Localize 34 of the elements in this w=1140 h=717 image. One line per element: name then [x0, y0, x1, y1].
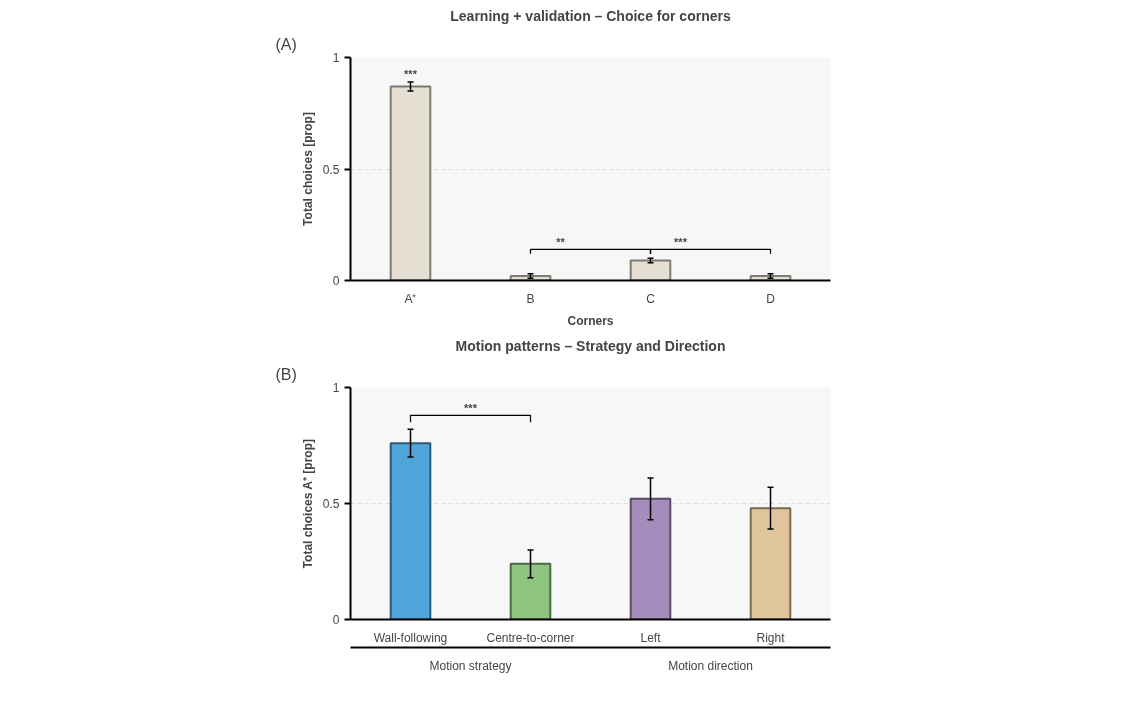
- x-tick-label: Left: [640, 630, 662, 645]
- bar: [749, 507, 792, 620]
- y-tick-label: 0.5: [322, 497, 340, 511]
- x-tick-label: Wall-following: [373, 630, 448, 645]
- bar: [629, 259, 672, 281]
- y-tick-label: 1: [332, 51, 340, 65]
- bar: [629, 497, 672, 620]
- bar: [749, 275, 792, 281]
- y-axis-title: Total choices A⁺ [prop]: [300, 439, 315, 569]
- text: (A): [275, 35, 297, 53]
- x-tick-label: A⁺: [404, 291, 417, 306]
- annotation: ***: [464, 402, 478, 415]
- annotation: ***: [404, 67, 418, 80]
- annotation: ***: [674, 236, 688, 249]
- text: (B): [275, 365, 297, 383]
- y-tick-label: 0: [332, 274, 340, 288]
- y-tick-label: 0.5: [322, 162, 340, 177]
- x-tick-label: C: [646, 291, 656, 306]
- y-tick-label: 0: [332, 613, 340, 627]
- text: Motion direction: [668, 658, 753, 673]
- chart-title: Motion patterns – Strategy and Direction: [455, 337, 726, 354]
- bar: [509, 562, 552, 620]
- x-axis-title: Corners: [567, 313, 614, 328]
- x-tick-label: Centre-to-corner: [486, 630, 575, 645]
- bar: [509, 275, 552, 281]
- x-tick-label: Right: [756, 630, 786, 645]
- y-tick-label: 1: [332, 381, 340, 395]
- y-axis-title: Total choices [prop]: [300, 112, 315, 226]
- bar: [389, 442, 432, 620]
- annotation: **: [556, 236, 566, 249]
- text: Motion strategy: [429, 658, 512, 673]
- x-tick-label: D: [766, 291, 776, 306]
- chart-title: Learning + validation – Choice for corners: [450, 7, 731, 24]
- x-tick-label: B: [526, 291, 535, 306]
